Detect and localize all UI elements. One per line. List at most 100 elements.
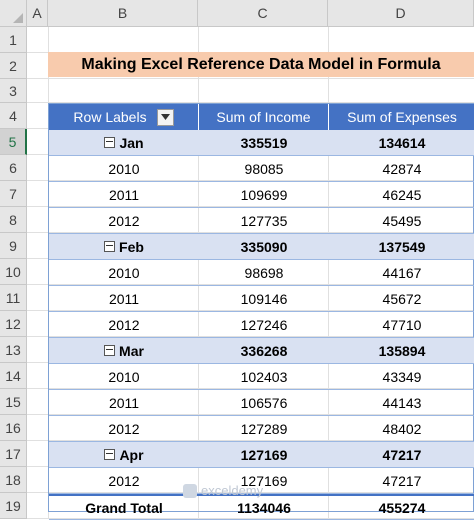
header-expenses[interactable]: Sum of Expenses — [329, 104, 474, 130]
year-income-text: 127169 — [240, 472, 288, 489]
row-header-19[interactable]: 19 — [0, 493, 27, 519]
row-header-10[interactable]: 10 — [0, 259, 27, 285]
year-label-text: 2012 — [108, 316, 140, 333]
group-expenses[interactable]: 47217 — [329, 442, 474, 468]
grand-total-expenses[interactable]: 455274 — [329, 494, 474, 520]
gridline — [27, 232, 474, 233]
row-header-2[interactable]: 2 — [0, 53, 27, 79]
year-income[interactable]: 109146 — [199, 286, 329, 312]
year-income[interactable]: 127169 — [199, 468, 329, 494]
collapse-minus-icon[interactable] — [104, 137, 116, 148]
row-header-17[interactable]: 17 — [0, 441, 27, 467]
row-header-11[interactable]: 11 — [0, 285, 27, 311]
year-income[interactable]: 106576 — [199, 390, 329, 416]
group-expenses[interactable]: 134614 — [329, 130, 474, 156]
row-header-4[interactable]: 4 — [0, 103, 27, 129]
row-header-15[interactable]: 15 — [0, 389, 27, 415]
column-header-b[interactable]: B — [48, 0, 198, 27]
column-header-d[interactable]: D — [328, 0, 474, 27]
year-label[interactable]: 2012 — [49, 208, 199, 234]
group-label: Mar — [119, 342, 144, 359]
year-label[interactable]: 2012 — [49, 312, 199, 338]
year-expenses[interactable]: 47217 — [329, 468, 474, 494]
header-row-labels[interactable]: Row Labels — [49, 104, 199, 130]
year-income[interactable]: 127246 — [199, 312, 329, 338]
year-expenses[interactable]: 43349 — [329, 364, 474, 390]
year-expenses[interactable]: 45495 — [329, 208, 474, 234]
pivot-table: Row Labels Sum of Income Sum of Expenses Ja… — [48, 103, 474, 520]
year-label-text: 2010 — [108, 264, 140, 281]
gridline — [198, 27, 199, 519]
group-label-cell[interactable]: Jan — [49, 130, 199, 156]
header-income[interactable]: Sum of Income — [199, 104, 329, 130]
collapse-minus-icon[interactable] — [104, 241, 116, 252]
year-label[interactable]: 2010 — [49, 364, 199, 390]
select-all-corner[interactable] — [0, 0, 27, 27]
row-header-6[interactable]: 6 — [0, 155, 27, 181]
year-income[interactable]: 127735 — [199, 208, 329, 234]
year-income[interactable]: 109699 — [199, 182, 329, 208]
row-header-8[interactable]: 8 — [0, 207, 27, 233]
column-header-a[interactable]: A — [27, 0, 48, 27]
year-expenses[interactable]: 47710 — [329, 312, 474, 338]
gridline — [27, 414, 474, 415]
row-header-3[interactable]: 3 — [0, 79, 27, 103]
row-header-7[interactable]: 7 — [0, 181, 27, 207]
year-label[interactable]: 2010 — [49, 156, 199, 182]
year-expenses[interactable]: 44143 — [329, 390, 474, 416]
row-header-1[interactable]: 1 — [0, 27, 27, 53]
group-label: Jan — [119, 134, 144, 151]
year-expenses[interactable]: 45672 — [329, 286, 474, 312]
year-label-text: 2012 — [108, 420, 140, 437]
year-label[interactable]: 2012 — [49, 468, 199, 494]
year-expenses[interactable]: 48402 — [329, 416, 474, 442]
year-expenses-text: 42874 — [382, 160, 422, 177]
year-label-text: 2011 — [108, 394, 140, 411]
group-expenses-text: 47217 — [382, 446, 422, 463]
group-expenses[interactable]: 137549 — [329, 234, 474, 260]
header-income-text: Sum of Income — [216, 109, 311, 125]
column-header-c[interactable]: C — [198, 0, 328, 27]
header-expenses-text: Sum of Expenses — [347, 109, 457, 125]
year-expenses[interactable]: 46245 — [329, 182, 474, 208]
year-expenses-text: 45672 — [382, 290, 422, 307]
row-header-14[interactable]: 14 — [0, 363, 27, 389]
year-income[interactable]: 98698 — [199, 260, 329, 286]
collapse-minus-icon[interactable] — [104, 345, 116, 356]
year-income-text: 98085 — [244, 160, 284, 177]
year-income[interactable]: 102403 — [199, 364, 329, 390]
filter-dropdown-button[interactable] — [156, 108, 174, 126]
row-header-16[interactable]: 16 — [0, 415, 27, 441]
year-label[interactable]: 2011 — [49, 182, 199, 208]
year-expenses[interactable]: 44167 — [329, 260, 474, 286]
year-label[interactable]: 2012 — [49, 416, 199, 442]
year-label[interactable]: 2011 — [49, 286, 199, 312]
group-label-cell[interactable]: Feb — [49, 234, 199, 260]
group-income[interactable]: 336268 — [199, 338, 329, 364]
row-header-5[interactable]: 5 — [0, 129, 27, 155]
year-label-text: 2010 — [108, 368, 140, 385]
collapse-minus-icon[interactable] — [104, 449, 116, 460]
year-income[interactable]: 98085 — [199, 156, 329, 182]
group-label: Feb — [119, 238, 144, 255]
group-expenses[interactable]: 135894 — [329, 338, 474, 364]
year-expenses-text: 48402 — [382, 420, 422, 437]
row-header-13[interactable]: 13 — [0, 337, 27, 363]
group-income[interactable]: 335519 — [199, 130, 329, 156]
group-label-cell[interactable]: Apr — [49, 442, 199, 468]
year-label[interactable]: 2011 — [49, 390, 199, 416]
year-expenses[interactable]: 42874 — [329, 156, 474, 182]
row-header-9[interactable]: 9 — [0, 233, 27, 259]
group-income[interactable]: 335090 — [199, 234, 329, 260]
year-label[interactable]: 2010 — [49, 260, 199, 286]
year-income-text: 106576 — [240, 394, 288, 411]
year-income[interactable]: 127289 — [199, 416, 329, 442]
grand-total-label[interactable]: Grand Total — [49, 494, 199, 520]
gridline — [27, 310, 474, 311]
watermark-text: exceldemy — [201, 483, 264, 498]
group-label-cell[interactable]: Mar — [49, 338, 199, 364]
group-income[interactable]: 127169 — [199, 442, 329, 468]
report-title[interactable]: Making Excel Reference Data Model in For… — [48, 52, 474, 77]
row-header-12[interactable]: 12 — [0, 311, 27, 337]
row-header-18[interactable]: 18 — [0, 467, 27, 493]
